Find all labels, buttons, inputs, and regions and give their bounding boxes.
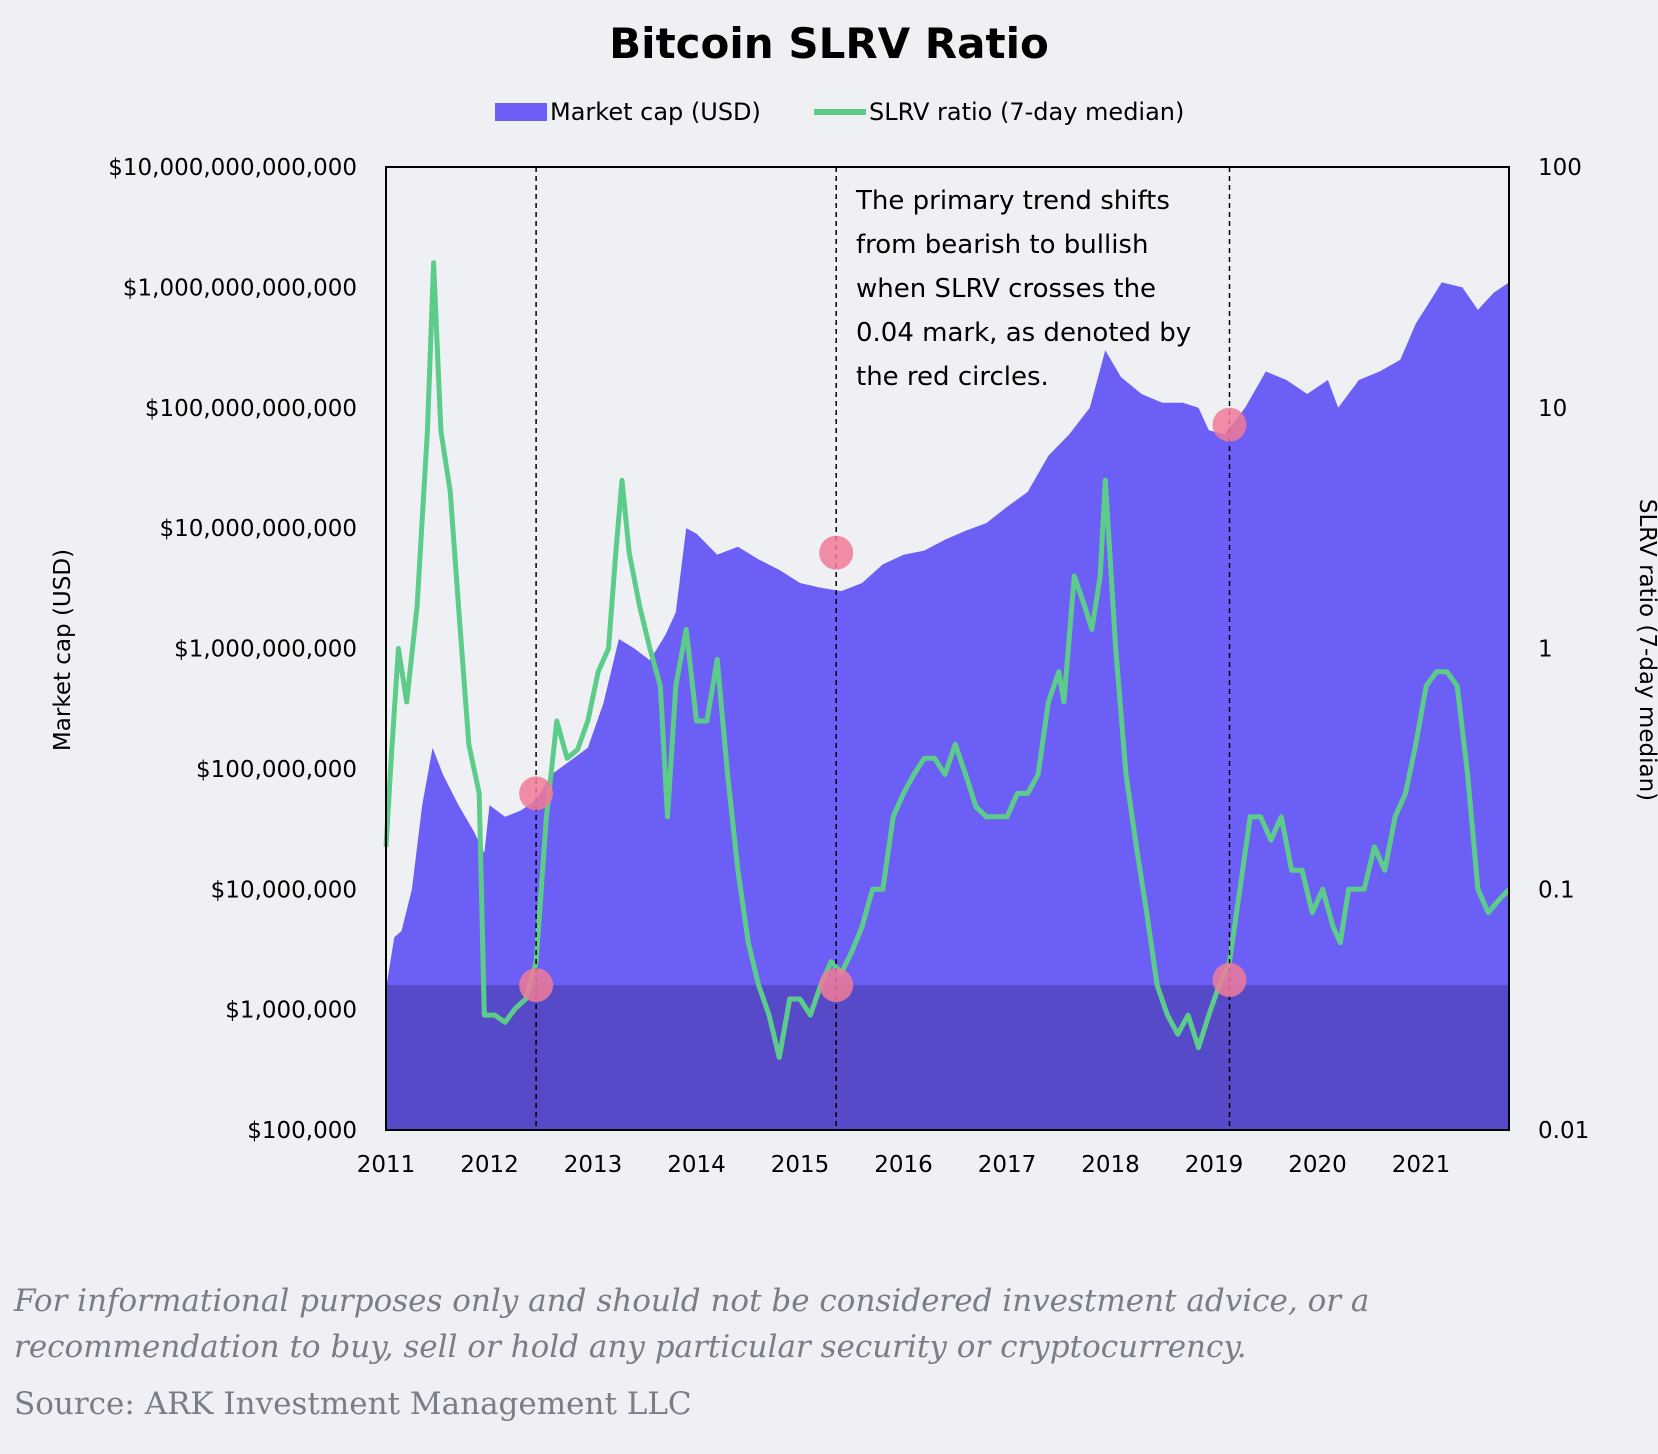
annotation-line: when SLRV crosses the [856,274,1156,304]
x-tick-label: 2014 [667,1152,726,1178]
right-tick-label: 100 [1538,155,1582,181]
x-tick-label: 2017 [978,1152,1037,1178]
right-tick-label: 0.01 [1538,1118,1589,1144]
chart-title: Bitcoin SLRV Ratio [609,19,1049,68]
source-text: Source: ARK Investment Management LLC [14,1386,692,1422]
left-tick-label: $1,000,000 [225,998,357,1024]
crossing-marker [819,535,854,570]
x-tick-label: 2020 [1288,1152,1347,1178]
annotation-note: The primary trend shifts from bearish to … [855,186,1191,392]
legend: Market cap (USD) SLRV ratio (7-day media… [495,98,1184,126]
right-tick-label: 10 [1538,396,1567,422]
left-tick-label: $10,000,000,000,000 [108,155,357,181]
plot-border [385,166,1510,1131]
legend-swatch-market-cap [495,103,547,121]
right-axis-label: SLRV ratio (7-day median) [1634,499,1658,801]
right-tick-label: 1 [1538,637,1553,663]
slrv-threshold-band [386,985,1509,1130]
slrv-line [383,260,1511,1060]
right-axis-ticks: 100 10 1 0.1 0.01 [1538,155,1589,1144]
market-cap-area [386,282,1509,1130]
x-tick-label: 2013 [564,1152,623,1178]
left-tick-label: $1,000,000,000,000 [123,275,357,301]
left-tick-label: $100,000,000 [196,757,357,783]
annotation-line: The primary trend shifts [855,186,1170,216]
legend-label-market-cap: Market cap (USD) [550,98,761,126]
left-tick-label: $10,000,000 [211,877,357,903]
x-tick-label: 2021 [1392,1152,1451,1178]
x-tick-label: 2016 [874,1152,933,1178]
crossing-marker [519,968,554,1003]
x-tick-label: 2015 [771,1152,830,1178]
left-tick-label: $1,000,000,000 [174,637,357,663]
left-axis-label: Market cap (USD) [50,549,76,751]
crossing-marker [1212,407,1247,442]
annotation-line: from bearish to bullish [856,230,1148,260]
x-tick-label: 2018 [1081,1152,1140,1178]
left-tick-label: $100,000 [247,1118,357,1144]
x-axis-ticks: 2011 2012 2013 2014 2015 2016 2017 2018 2019 2020… [357,1152,1451,1178]
x-tick-label: 2012 [460,1152,519,1178]
crossing-marker [1212,963,1247,997]
legend-swatch-slrv [814,109,866,115]
left-tick-label: $100,000,000,000 [145,396,357,422]
annotation-line: the red circles. [856,362,1049,392]
disclaimer-text: For informational purposes only and shou… [14,1283,1370,1365]
crossing-marker [819,968,854,1003]
plot-area [383,166,1511,1131]
left-tick-label: $10,000,000,000 [159,516,357,542]
right-tick-label: 0.1 [1538,877,1575,903]
x-tick-label: 2011 [357,1152,416,1178]
left-axis-ticks: $10,000,000,000,000 $1,000,000,000,000 $10… [108,155,357,1144]
x-tick-label: 2019 [1185,1152,1244,1178]
crossing-marker [519,776,554,811]
legend-label-slrv: SLRV ratio (7-day median) [869,98,1184,126]
annotation-line: 0.04 mark, as denoted by [856,318,1191,348]
